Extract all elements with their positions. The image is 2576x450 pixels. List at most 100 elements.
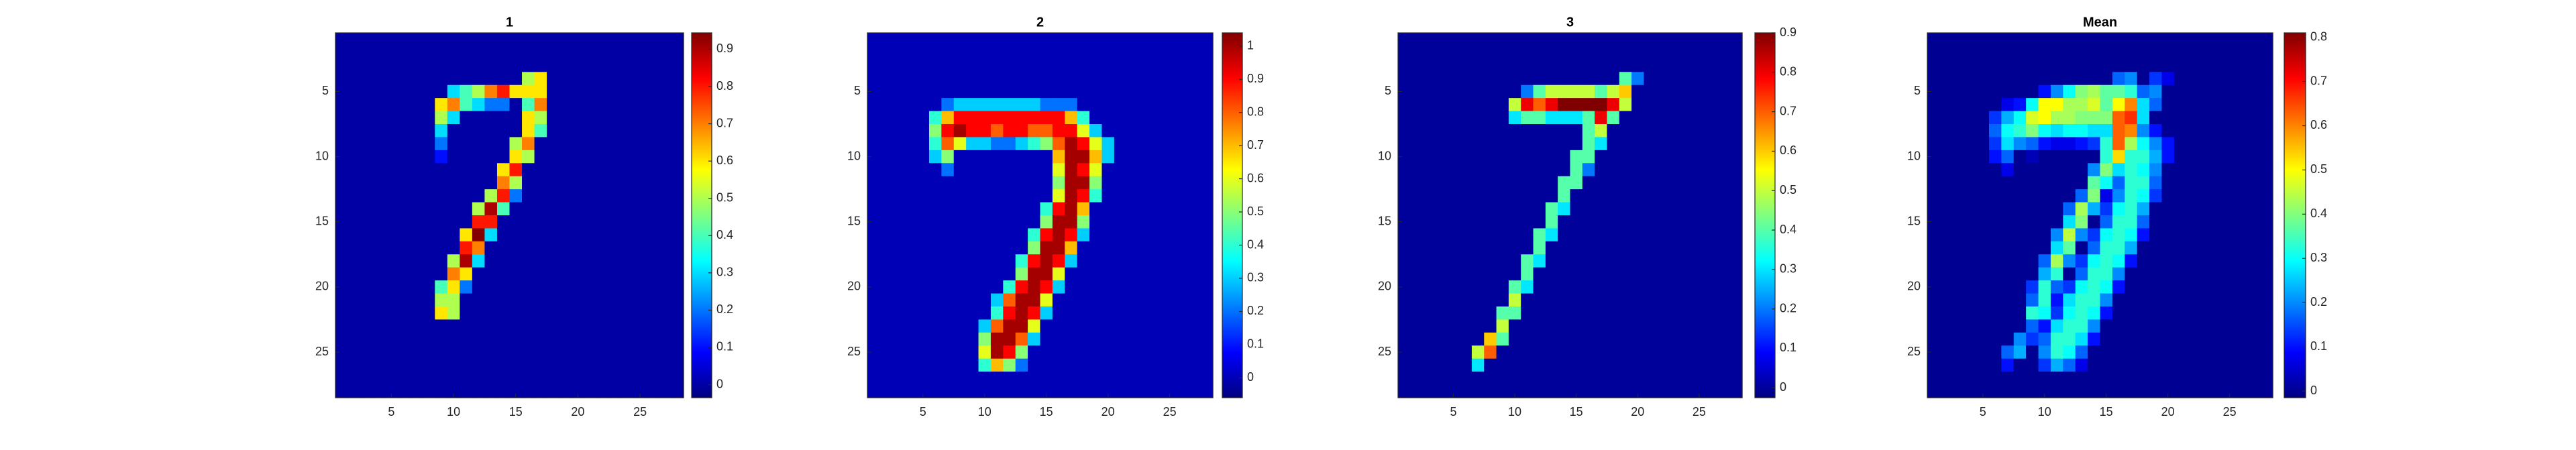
- cell: [2125, 58, 2138, 72]
- cell: [2211, 215, 2224, 229]
- panel-title: Mean: [2083, 15, 2117, 30]
- cell: [572, 280, 585, 294]
- cell: [1545, 267, 1558, 281]
- cell: [1717, 332, 1731, 346]
- cell: [621, 228, 635, 242]
- cell: [953, 319, 967, 333]
- cell: [1729, 319, 1743, 333]
- cell: [1102, 293, 1115, 307]
- cell: [1077, 137, 1090, 151]
- cell: [1717, 150, 1731, 164]
- cell: [1102, 254, 1115, 268]
- cell: [2137, 358, 2150, 372]
- cell: [460, 150, 473, 164]
- cell: [496, 228, 511, 242]
- cell: [1015, 215, 1028, 229]
- cell: [2112, 163, 2125, 177]
- cell: [522, 98, 535, 112]
- cell: [472, 293, 486, 307]
- cell: [2174, 33, 2187, 47]
- cell: [397, 85, 411, 99]
- cell: [484, 46, 498, 60]
- cell: [879, 46, 893, 60]
- cell: [1717, 124, 1731, 138]
- cell: [633, 358, 647, 372]
- cell: [572, 215, 585, 229]
- cell: [447, 176, 460, 190]
- cell: [2026, 111, 2039, 125]
- cell: [1644, 124, 1657, 138]
- colorbar-tick-label: 0.6: [1780, 144, 1796, 157]
- cell: [1631, 85, 1645, 99]
- cell: [1582, 124, 1595, 138]
- cell: [1582, 137, 1595, 151]
- cell: [1729, 163, 1743, 177]
- cell: [1988, 111, 2002, 125]
- cell: [1065, 267, 1078, 281]
- cell: [2248, 267, 2261, 281]
- y-tick-label: 25: [1907, 345, 1921, 358]
- cell: [1447, 345, 1460, 359]
- cell: [2038, 111, 2051, 125]
- cell: [2013, 85, 2027, 99]
- cell: [1570, 124, 1583, 138]
- cell: [1138, 98, 1152, 112]
- cell: [2075, 215, 2088, 229]
- cell: [2075, 72, 2088, 86]
- cell: [1927, 228, 1940, 242]
- cell: [1558, 280, 1571, 294]
- cell: [1447, 254, 1460, 268]
- cell: [1003, 372, 1016, 386]
- cell: [360, 163, 374, 177]
- cell: [1988, 46, 2002, 60]
- cell: [978, 241, 991, 255]
- cell: [1939, 319, 1953, 333]
- cell: [2149, 358, 2163, 372]
- cell: [2026, 345, 2039, 359]
- cell: [2260, 293, 2273, 307]
- cell: [1163, 345, 1177, 359]
- cell: [410, 228, 423, 242]
- cell: [360, 215, 374, 229]
- cell: [559, 137, 572, 151]
- cell: [671, 137, 684, 151]
- cell: [646, 384, 659, 398]
- cell: [1484, 332, 1497, 346]
- cell: [1398, 176, 1411, 190]
- cell: [658, 306, 672, 321]
- cell: [1680, 124, 1694, 138]
- colorbar: [2284, 32, 2306, 398]
- cell: [397, 241, 411, 255]
- cell: [1126, 384, 1140, 398]
- cell: [2100, 319, 2113, 333]
- cell: [1077, 319, 1090, 333]
- cell: [1028, 241, 1041, 255]
- cell: [1077, 372, 1090, 386]
- cell: [1582, 267, 1595, 281]
- cell: [658, 189, 672, 203]
- cell: [879, 111, 893, 125]
- cell: [1545, 345, 1558, 359]
- cell: [1484, 163, 1497, 177]
- cell: [2038, 163, 2051, 177]
- cell: [1151, 215, 1165, 229]
- cell: [904, 267, 918, 281]
- cell: [2088, 319, 2101, 333]
- cell: [509, 202, 523, 216]
- cell: [447, 358, 460, 372]
- cell: [2001, 241, 2015, 255]
- cell: [2235, 372, 2249, 386]
- cell: [447, 345, 460, 359]
- cell: [2248, 384, 2261, 398]
- cell: [2001, 58, 2015, 72]
- cell: [2100, 228, 2113, 242]
- cell: [1410, 124, 1424, 138]
- cell: [2050, 267, 2063, 281]
- cell: [472, 72, 486, 86]
- cell: [2149, 111, 2163, 125]
- cell: [1175, 85, 1189, 99]
- cell: [2248, 228, 2261, 242]
- cell: [1927, 332, 1940, 346]
- cell: [2198, 345, 2212, 359]
- cell: [1003, 150, 1016, 164]
